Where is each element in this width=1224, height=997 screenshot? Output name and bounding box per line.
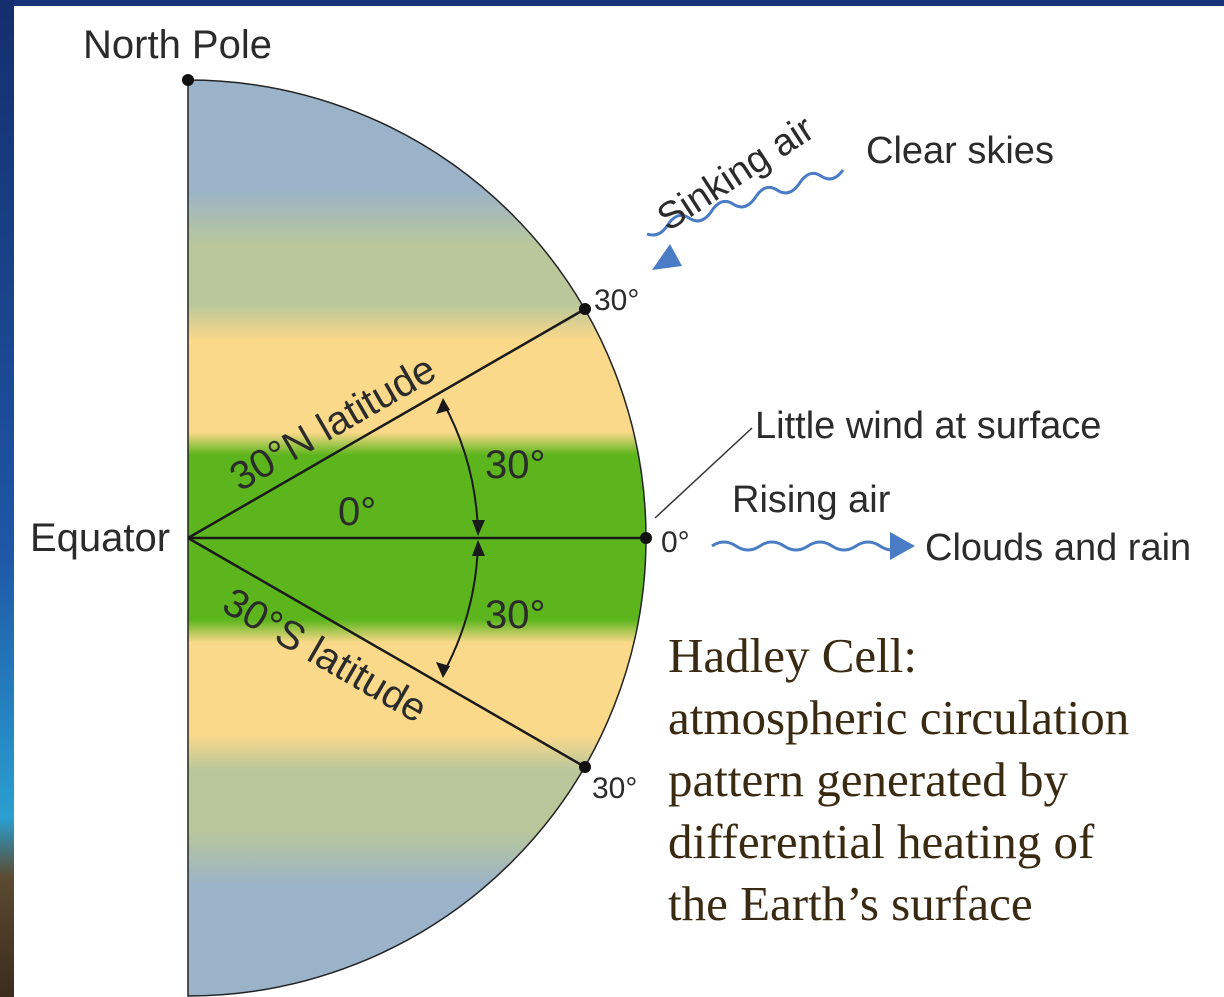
dot-equator-edge bbox=[640, 532, 652, 544]
angle-north-label: 30° bbox=[485, 443, 546, 487]
angle-arrow-south-bottom bbox=[436, 662, 450, 678]
zero-inside-label: 0° bbox=[338, 490, 376, 534]
hadley-cell-diagram: North Pole Equator Clear skies Sinking a… bbox=[30, 23, 1191, 997]
slide-panel: North Pole Equator Clear skies Sinking a… bbox=[14, 6, 1224, 997]
frame-left bbox=[0, 0, 14, 997]
tick-30n-label: 30° bbox=[594, 284, 639, 317]
caption-line-1: Hadley Cell: bbox=[668, 628, 917, 683]
clouds-rain-label: Clouds and rain bbox=[925, 527, 1191, 569]
line-30s bbox=[187, 536, 586, 769]
angle-arrow-north-bottom bbox=[472, 520, 485, 536]
dot-30n bbox=[579, 303, 591, 315]
caption-line-3: pattern generated by bbox=[668, 752, 1068, 807]
rising-air-arrowhead bbox=[890, 532, 915, 560]
sinking-air-label: Sinking air bbox=[650, 108, 822, 240]
angle-arc-south bbox=[442, 542, 479, 675]
little-wind-label: Little wind at surface bbox=[755, 405, 1101, 447]
dot-north-pole bbox=[182, 74, 194, 86]
tick-0-label: 0° bbox=[661, 526, 690, 559]
sinking-air-arrow bbox=[646, 169, 845, 237]
angle-south-label: 30° bbox=[485, 593, 546, 637]
line-30n bbox=[187, 307, 586, 540]
tick-30s-label: 30° bbox=[592, 772, 637, 805]
caption-line-4: differential heating of bbox=[668, 814, 1095, 869]
rising-air-label: Rising air bbox=[732, 479, 891, 521]
angle-arrow-north-top bbox=[436, 398, 450, 414]
clear-skies-label: Clear skies bbox=[866, 130, 1054, 172]
caption-line-2: atmospheric circulation bbox=[668, 690, 1129, 745]
angle-arrow-south-top bbox=[472, 540, 485, 556]
dot-30s bbox=[579, 761, 591, 773]
little-wind-leader bbox=[654, 427, 753, 519]
caption: Hadley Cell: atmospheric circulation pat… bbox=[668, 628, 1129, 931]
rising-air-arrow bbox=[711, 540, 905, 552]
caption-line-5: the Earth’s surface bbox=[668, 876, 1033, 931]
angle-arc-north bbox=[442, 401, 479, 534]
north-pole-label: North Pole bbox=[83, 23, 272, 67]
equator-label: Equator bbox=[30, 516, 170, 560]
sinking-air-arrowhead bbox=[652, 244, 682, 270]
frame-top bbox=[0, 0, 1224, 6]
